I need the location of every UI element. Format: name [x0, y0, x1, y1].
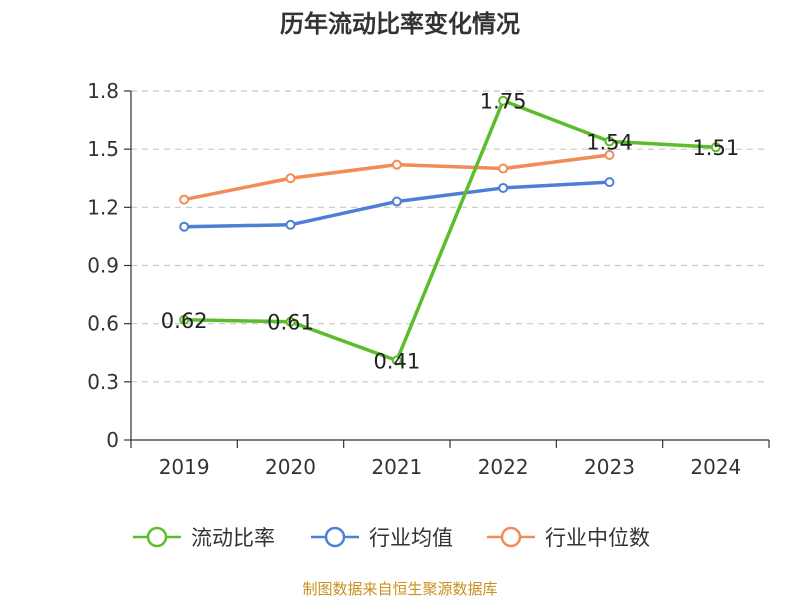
data-point — [710, 142, 721, 153]
series-layer: 0.62 0.61 0.41 1.75 1.54 1.51 — [161, 90, 739, 374]
legend-label: 流动比率 — [191, 526, 275, 550]
chart-title: 历年流动比率变化情况 — [280, 10, 520, 38]
y-tick-label: 1.5 — [87, 137, 119, 161]
y-tick-label: 1.8 — [87, 79, 119, 103]
data-label: 0.61 — [267, 311, 314, 335]
y-tick-label: 0.9 — [87, 254, 119, 278]
data-point — [604, 149, 615, 160]
data-point — [179, 221, 190, 232]
data-point — [604, 177, 615, 188]
data-label: 1.75 — [480, 90, 527, 114]
legend-marker — [146, 526, 168, 548]
data-point — [498, 95, 509, 106]
data-label: 0.62 — [161, 309, 208, 333]
grid-lines — [131, 90, 769, 383]
data-point — [391, 159, 402, 170]
data-point — [285, 219, 296, 230]
legend-marker — [500, 526, 522, 548]
y-tick-label: 0.3 — [87, 370, 119, 394]
x-tick-label: 2024 — [690, 455, 741, 479]
x-tick-label: 2020 — [265, 455, 316, 479]
legend-label: 行业中位数 — [545, 526, 650, 550]
x-tick-label: 2023 — [584, 455, 635, 479]
data-point — [391, 355, 402, 366]
source-note: 制图数据来自恒生聚源数据库 — [302, 580, 498, 598]
data-point — [285, 173, 296, 184]
data-point — [604, 136, 615, 147]
x-tick-label: 2022 — [478, 455, 529, 479]
axes: 0 0.3 0.6 0.9 1.2 1.5 1.8 2019 2020 2021 2022 2023 2… — [87, 79, 770, 479]
data-point — [391, 196, 402, 207]
legend-label: 行业均值 — [369, 526, 453, 550]
data-point — [285, 316, 296, 327]
series-line-0 — [184, 98, 716, 363]
y-tick-label: 0 — [106, 428, 119, 452]
data-label: 1.54 — [586, 130, 633, 154]
data-label: 0.41 — [373, 350, 420, 374]
data-point — [498, 163, 509, 174]
x-tick-label: 2019 — [159, 455, 210, 479]
y-tick-label: 1.2 — [87, 195, 119, 219]
data-point — [498, 182, 509, 193]
y-tick-label: 0.6 — [87, 312, 119, 336]
data-label: 1.51 — [692, 136, 739, 160]
legend: 流动比率 行业均值 行业中位数 — [133, 526, 650, 550]
data-point — [179, 314, 190, 325]
legend-marker — [324, 526, 346, 548]
x-tick-label: 2021 — [371, 455, 422, 479]
data-point — [179, 194, 190, 205]
